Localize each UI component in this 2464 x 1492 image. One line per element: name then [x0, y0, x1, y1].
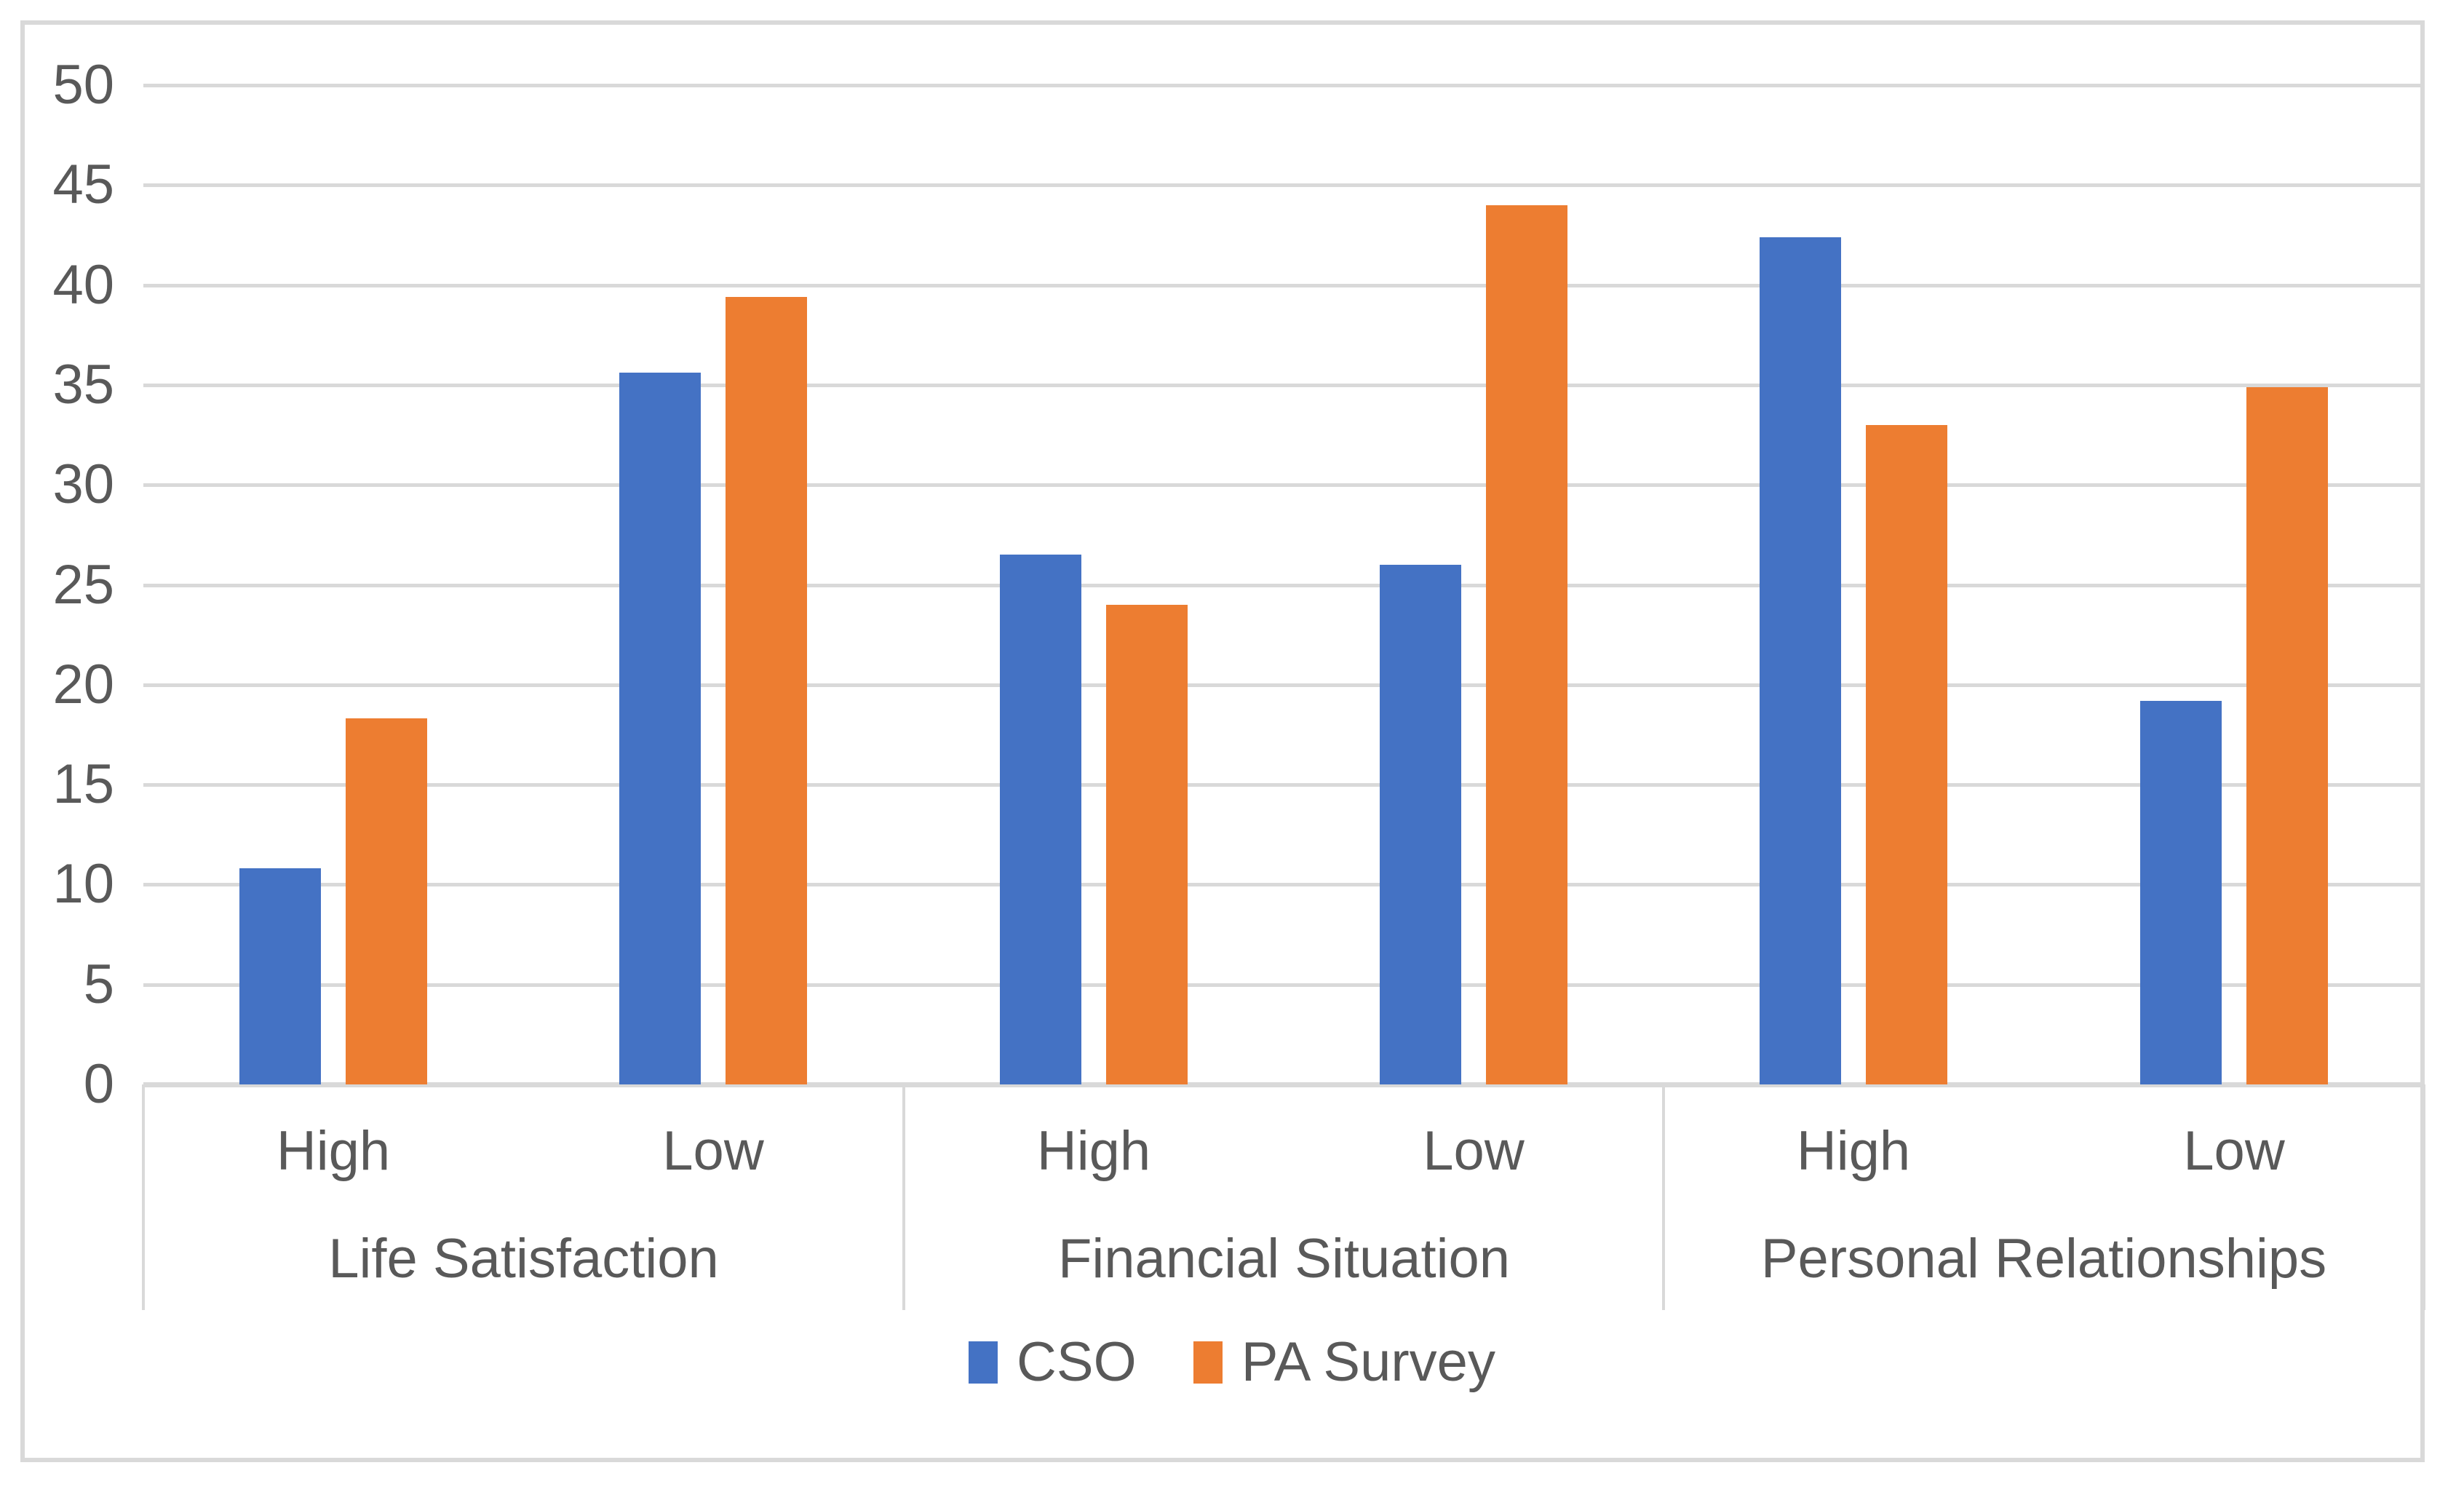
y-axis-tick-label: 20	[52, 654, 114, 715]
x-axis-group-label: Life Satisfaction	[328, 1228, 719, 1290]
x-axis-subcategory-label: Low	[662, 1120, 764, 1182]
bar-pa-survey-financial-situation-low	[1486, 205, 1567, 1084]
y-axis-tick-label: 40	[52, 254, 114, 316]
y-gridline	[143, 483, 2424, 487]
y-axis-tick-label: 15	[52, 753, 114, 815]
bar-pa-survey-life-satisfaction-high	[346, 718, 427, 1084]
y-gridline	[143, 883, 2424, 886]
x-axis-subcategory-label: High	[276, 1120, 391, 1182]
x-axis-subcategory-label: High	[1796, 1120, 1911, 1182]
y-gridline	[143, 84, 2424, 87]
y-axis-tick-label: 50	[52, 54, 114, 116]
legend-item-pa-survey: PA Survey	[1193, 1333, 1495, 1392]
bar-cso-financial-situation-high	[1000, 555, 1081, 1084]
bar-pa-survey-personal-relationships-high	[1866, 425, 1947, 1084]
x-axis-subcategory-label: Low	[2183, 1120, 2285, 1182]
y-axis-tick-label: 25	[52, 554, 114, 616]
y-axis-tick-label: 45	[52, 154, 114, 215]
y-gridline	[143, 783, 2424, 787]
y-gridline	[143, 384, 2424, 387]
category-separator	[2423, 1084, 2425, 1310]
bar-pa-survey-personal-relationships-low	[2246, 387, 2328, 1084]
bar-cso-financial-situation-low	[1380, 565, 1461, 1084]
y-gridline	[143, 183, 2424, 187]
bar-pa-survey-financial-situation-high	[1106, 605, 1188, 1084]
pa-survey-series-swatch-icon	[1193, 1341, 1223, 1384]
bar-pa-survey-life-satisfaction-low	[726, 297, 807, 1084]
cso-series-swatch-icon	[969, 1341, 998, 1384]
y-axis-tick-label: 10	[52, 853, 114, 915]
y-gridline	[143, 584, 2424, 587]
x-axis-group-label: Financial Situation	[1057, 1228, 1511, 1290]
legend-label-cso: CSO	[1017, 1331, 1137, 1393]
bar-cso-life-satisfaction-high	[239, 868, 321, 1084]
y-gridline	[143, 683, 2424, 687]
category-separator	[142, 1084, 145, 1310]
y-axis-tick-label: 30	[52, 453, 114, 515]
x-axis-subcategory-label: Low	[1423, 1120, 1525, 1182]
bar-cso-personal-relationships-high	[1760, 237, 1841, 1084]
x-axis-line	[143, 1082, 2424, 1087]
bar-cso-life-satisfaction-low	[619, 373, 701, 1084]
x-axis-subcategory-label: High	[1036, 1120, 1151, 1182]
legend-item-cso: CSO	[969, 1333, 1137, 1392]
bar-cso-personal-relationships-low	[2140, 701, 2222, 1084]
y-axis-tick-label: 35	[52, 354, 114, 416]
x-axis-group-label: Personal Relationships	[1760, 1228, 2327, 1290]
y-gridline	[143, 284, 2424, 287]
y-axis-tick-label: 0	[83, 1053, 114, 1115]
y-axis-tick-label: 5	[83, 953, 114, 1015]
y-gridline	[143, 983, 2424, 987]
category-separator	[902, 1084, 905, 1310]
legend-label-pa-survey: PA Survey	[1241, 1331, 1495, 1393]
category-separator	[1662, 1084, 1665, 1310]
legend: CSO PA Survey	[0, 1333, 2464, 1392]
